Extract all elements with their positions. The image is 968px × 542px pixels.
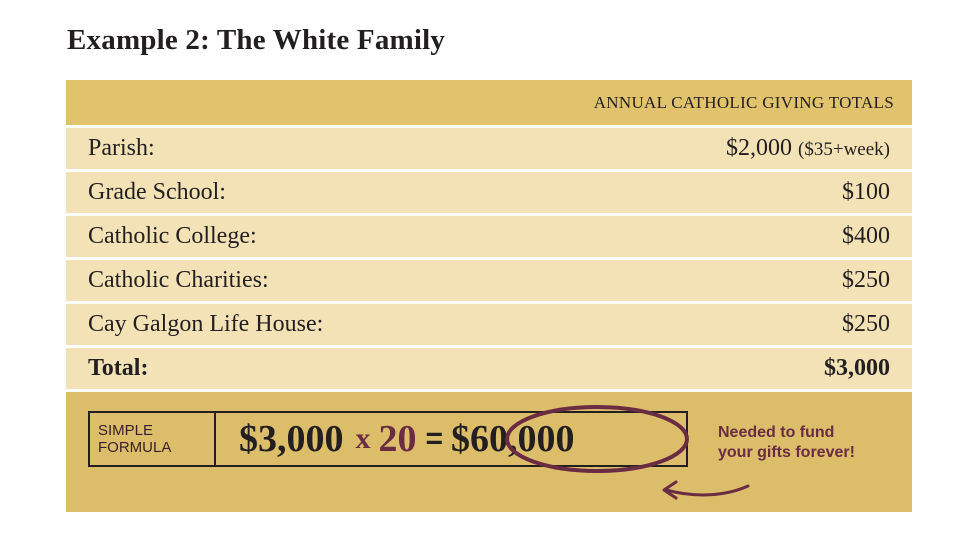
table-row: Grade School: $100 [66, 169, 912, 213]
table-total-row: Total: $3,000 [66, 345, 912, 389]
curved-arrow-icon [662, 480, 750, 500]
row-label: Catholic College: [88, 223, 257, 249]
table-row: Parish: $2,000 ($35+week) [66, 125, 912, 169]
table-row: Cay Galgon Life House: $250 [66, 301, 912, 345]
formula-label-line2: FORMULA [98, 439, 172, 456]
row-label: Cay Galgon Life House: [88, 311, 324, 337]
row-amount: $400 [842, 223, 890, 249]
formula-expression: $3,000 x 20 = $60,000 [216, 413, 686, 465]
formula-multiplier: 20 [378, 418, 417, 460]
formula-label: SIMPLE FORMULA [90, 413, 216, 465]
formula-section: SIMPLE FORMULA $3,000 x 20 = $60,000 Nee… [66, 389, 912, 512]
formula-label-line1: SIMPLE [98, 422, 154, 439]
total-label: Total: [88, 355, 149, 381]
row-amount-note: ($35+week) [798, 139, 890, 160]
giving-table: ANNUAL CATHOLIC GIVING TOTALS Parish: $2… [66, 80, 912, 512]
formula-operator: x [355, 422, 371, 455]
formula-box: SIMPLE FORMULA $3,000 x 20 = $60,000 [88, 411, 688, 467]
row-label: Grade School: [88, 179, 226, 205]
row-amount-value: $2,000 [726, 135, 793, 161]
table-header-label: ANNUAL CATHOLIC GIVING TOTALS [593, 92, 894, 112]
formula-note-line1: Needed to fund [718, 424, 835, 441]
row-label: Parish: [88, 135, 155, 161]
table-row: Catholic Charities: $250 [66, 257, 912, 301]
row-label: Catholic Charities: [88, 267, 269, 293]
table-row: Catholic College: $400 [66, 213, 912, 257]
row-amount: $250 [842, 267, 890, 293]
formula-equals: = [425, 422, 444, 455]
result-circle-icon [505, 405, 689, 473]
page-title: Example 2: The White Family [67, 24, 446, 56]
formula-note: Needed to fund your gifts forever! [718, 423, 855, 463]
formula-base: $3,000 [239, 418, 344, 460]
table-header: ANNUAL CATHOLIC GIVING TOTALS [66, 80, 912, 125]
row-amount: $250 [842, 311, 890, 337]
row-amount: $2,000 ($35+week) [726, 135, 890, 162]
row-amount: $100 [842, 179, 890, 205]
total-amount: $3,000 [824, 355, 890, 381]
formula-note-line2: your gifts forever! [718, 444, 855, 461]
